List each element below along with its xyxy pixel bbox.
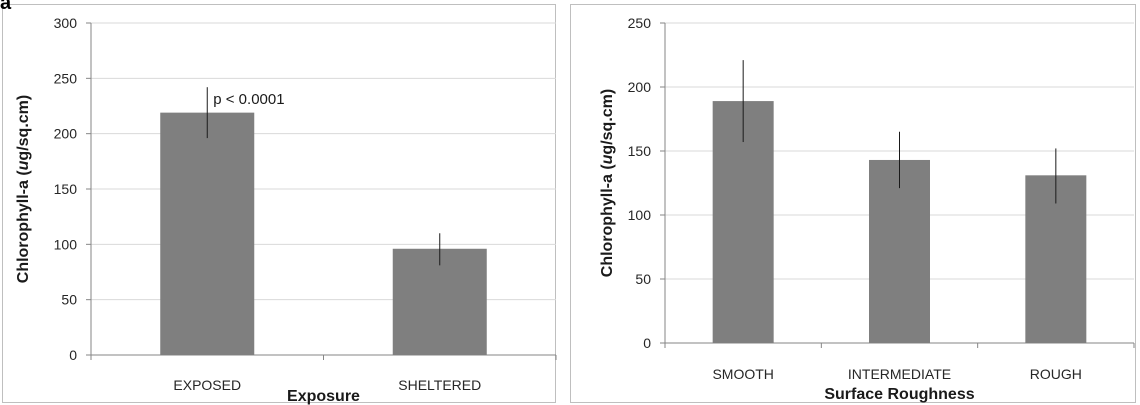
y-tick-label: 200	[54, 126, 78, 142]
chart-panel-exposure: a 0 50 100 150 200 250 300 EXPOSED SHELTERED p < …	[0, 0, 560, 405]
bar-chart-exposure: 0 50 100 150 200 250 300 EXPOSED SHELTERED p < 0.…	[15, 15, 557, 405]
category-label: EXPOSED	[173, 377, 241, 393]
chart-frame	[2, 4, 556, 403]
bar-sheltered	[392, 248, 487, 355]
category-label: SHELTERED	[398, 377, 481, 393]
y-axis-title: Chlorophyll-a (ug/sq.cm)	[599, 89, 616, 277]
category-label: INTERMEDIATE	[848, 366, 951, 382]
x-axis-title: Surface Roughness	[824, 386, 974, 403]
category-label: SMOOTH	[712, 366, 773, 382]
chart-panel-roughness: 0 50 100 150 200 250 SMOOTH INTERMEDIATE ROUGH Su…	[568, 0, 1140, 405]
p-value-annotation: p < 0.0001	[213, 91, 284, 108]
y-axis-title: Chlorophyll-a (ug/sq.cm)	[15, 95, 32, 283]
y-tick-label: 300	[54, 15, 78, 31]
category-label: ROUGH	[1030, 366, 1082, 382]
bar-exposed	[160, 112, 255, 355]
y-tick-label: 250	[628, 15, 652, 31]
y-tick-label: 150	[54, 181, 78, 197]
y-tick-label: 50	[61, 292, 77, 308]
x-axis-title: Exposure	[287, 388, 360, 405]
bar-intermediate	[869, 159, 930, 343]
y-tick-label: 150	[628, 143, 652, 159]
y-tick-label: 50	[635, 271, 651, 287]
chart-frame	[570, 4, 1136, 403]
y-tick-label: 200	[628, 79, 652, 95]
panel-letter: a	[0, 0, 12, 14]
y-tick-label: 0	[69, 347, 77, 363]
bar-chart-roughness: 0 50 100 150 200 250 SMOOTH INTERMEDIATE ROUGH Su…	[599, 15, 1135, 403]
y-tick-label: 0	[643, 335, 651, 351]
y-tick-label: 250	[54, 70, 78, 86]
y-tick-label: 100	[628, 207, 652, 223]
y-tick-label: 100	[54, 236, 78, 252]
